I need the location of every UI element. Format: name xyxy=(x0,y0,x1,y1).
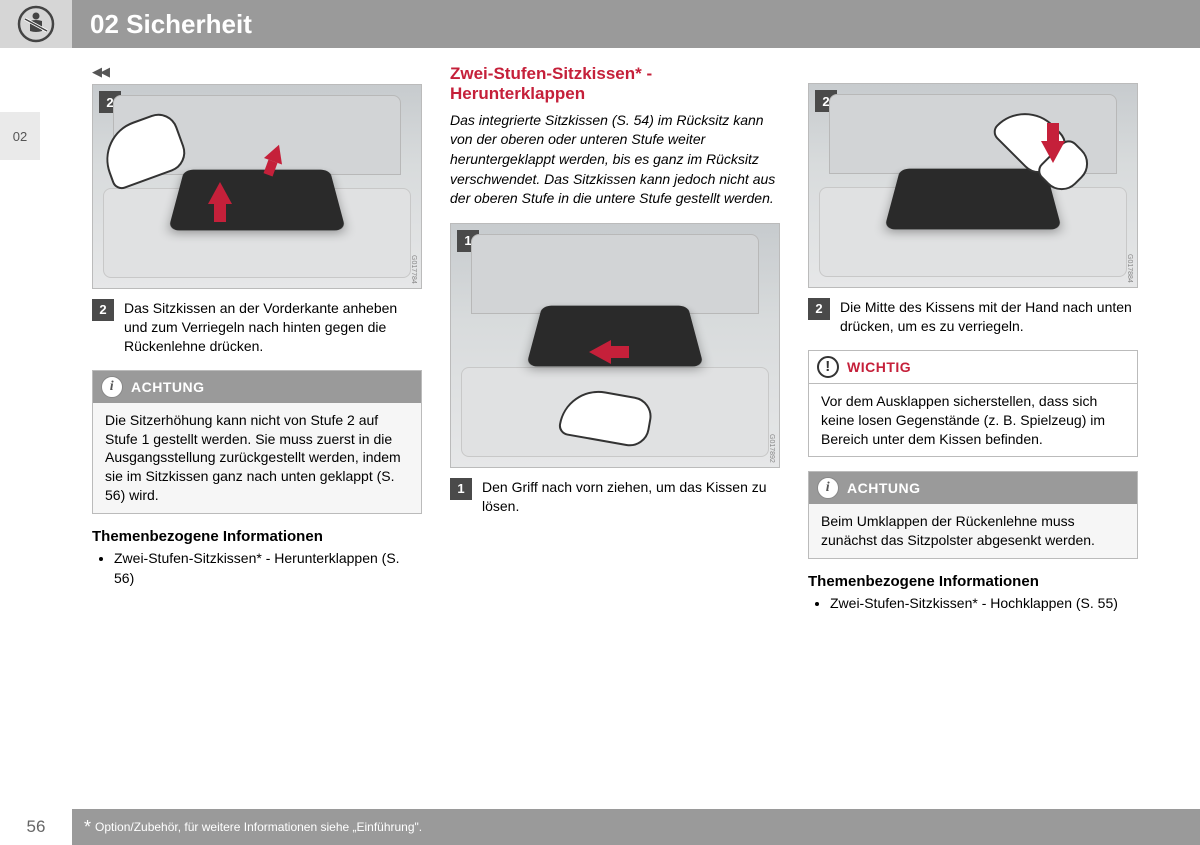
step-badge: 2 xyxy=(808,298,830,320)
step-text: Das Sitzkissen an der Vorderkante anhebe… xyxy=(124,299,422,356)
step-text: Die Mitte des Kissens mit der Hand nach … xyxy=(840,298,1138,336)
continuation-marker: ◀◀ xyxy=(92,64,422,80)
related-info-list: Zwei-Stufen-Sitzkissen* - Herunterklappe… xyxy=(92,549,422,588)
page-content: ◀◀ 2 G017784 2 Das Sitzkissen an der Vor… xyxy=(0,48,1200,614)
related-link[interactable]: Zwei-Stufen-Sitzkissen* - Hochklappen (S… xyxy=(830,594,1138,614)
related-info-title: Themenbezogene Informationen xyxy=(808,573,1138,590)
note-label: ACHTUNG xyxy=(847,480,921,496)
section-title: Zwei-Stufen-Sitzkissen* - Herunterklappe… xyxy=(450,64,780,105)
image-code: G017892 xyxy=(768,434,775,463)
image-code: G017884 xyxy=(1126,254,1133,283)
note-body: Die Sitzerhöhung kann nicht von Stufe 2 … xyxy=(93,403,421,513)
note-header: i ACHTUNG xyxy=(809,472,1137,504)
step-badge: 1 xyxy=(450,478,472,500)
illustration-pull-handle: 1 G017892 xyxy=(450,223,780,468)
seatbelt-icon xyxy=(0,0,72,48)
step-instruction: 1 Den Griff nach vorn ziehen, um das Kis… xyxy=(450,478,780,516)
page-number: 56 xyxy=(0,817,72,837)
related-link[interactable]: Zwei-Stufen-Sitzkissen* - Herunterklappe… xyxy=(114,549,422,588)
footnote-text: Option/Zubehör, für weitere Informatione… xyxy=(95,820,422,834)
note-label: ACHTUNG xyxy=(131,379,205,395)
column-left: ◀◀ 2 G017784 2 Das Sitzkissen an der Vor… xyxy=(92,64,422,614)
illustration-lift-cushion: 2 G017784 xyxy=(92,84,422,289)
important-body: Vor dem Ausklappen sicherstellen, dass s… xyxy=(809,384,1137,457)
footnote-bar: * Option/Zubehör, für weitere Informatio… xyxy=(72,809,1200,845)
chapter-side-tab: 02 xyxy=(0,112,40,160)
chapter-title: 02 Sicherheit xyxy=(72,9,252,40)
asterisk: * xyxy=(84,817,91,838)
info-icon: i xyxy=(817,477,839,499)
column-middle: Zwei-Stufen-Sitzkissen* - Herunterklappe… xyxy=(450,64,780,614)
step-instruction: 2 Die Mitte des Kissens mit der Hand nac… xyxy=(808,298,1138,336)
important-header: ! WICHTIG xyxy=(809,351,1137,384)
related-info-title: Themenbezogene Informationen xyxy=(92,528,422,545)
chapter-header: 02 Sicherheit xyxy=(0,0,1200,48)
column-right: . 2 G017884 2 Die Mitte des Kissens mit … xyxy=(808,64,1138,614)
step-text: Den Griff nach vorn ziehen, um das Kisse… xyxy=(482,478,780,516)
note-header: i ACHTUNG xyxy=(93,371,421,403)
image-code: G017784 xyxy=(410,255,417,284)
info-icon: i xyxy=(101,376,123,398)
note-box: i ACHTUNG Die Sitzerhöhung kann nicht vo… xyxy=(92,370,422,514)
note-box: i ACHTUNG Beim Umklappen der Rückenlehne… xyxy=(808,471,1138,559)
illustration-press-down: 2 G017884 xyxy=(808,83,1138,288)
step-badge: 2 xyxy=(92,299,114,321)
page-footer: 56 * Option/Zubehör, für weitere Informa… xyxy=(0,809,1200,845)
related-info-list: Zwei-Stufen-Sitzkissen* - Hochklappen (S… xyxy=(808,594,1138,614)
step-instruction: 2 Das Sitzkissen an der Vorderkante anhe… xyxy=(92,299,422,356)
note-body: Beim Umklappen der Rückenlehne muss zunä… xyxy=(809,504,1137,558)
exclamation-icon: ! xyxy=(817,356,839,378)
section-intro: Das integrierte Sitzkissen (S. 54) im Rü… xyxy=(450,111,780,209)
important-box: ! WICHTIG Vor dem Ausklappen sicherstell… xyxy=(808,350,1138,458)
important-label: WICHTIG xyxy=(847,359,911,375)
